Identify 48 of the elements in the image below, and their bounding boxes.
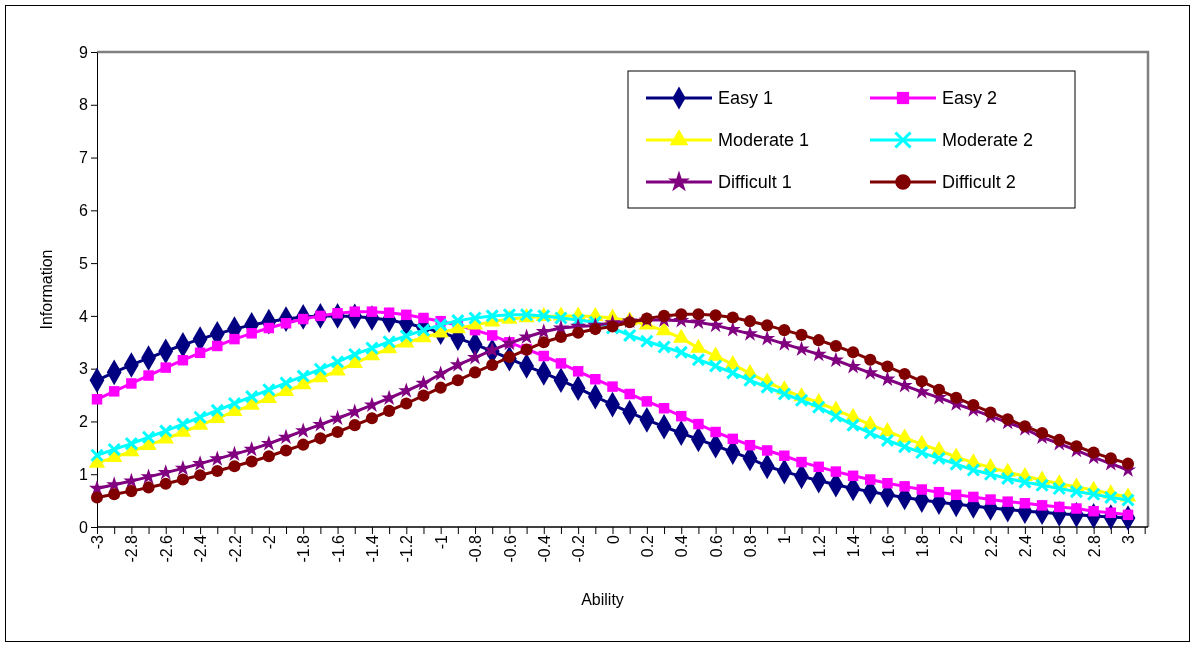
x-tick-label: -0.2 bbox=[570, 534, 588, 563]
y-tick-label: 4 bbox=[79, 307, 89, 325]
x-tick-label: -2.4 bbox=[192, 534, 210, 563]
x-tick-label: 2 bbox=[948, 534, 966, 544]
x-tick-label: 0.2 bbox=[638, 534, 656, 558]
x-tick-label: 1 bbox=[776, 534, 794, 544]
x-tick-label: 0.6 bbox=[707, 534, 725, 558]
legend-label: Moderate 2 bbox=[942, 130, 1034, 151]
legend-label: Easy 1 bbox=[718, 88, 774, 109]
x-axis-title: Ability bbox=[581, 591, 624, 608]
legend-label: Moderate 1 bbox=[718, 130, 810, 151]
x-tick-label: -0.4 bbox=[535, 534, 553, 563]
y-axis-title: Information bbox=[38, 249, 55, 330]
x-tick-label: -2.8 bbox=[123, 534, 141, 563]
x-tick-label: -1.6 bbox=[329, 534, 347, 563]
x-tick-label: -1 bbox=[432, 534, 450, 550]
x-tick-label: -1.8 bbox=[295, 534, 313, 563]
x-tick-label: -3 bbox=[89, 534, 107, 550]
x-tick-label: 0 bbox=[604, 534, 622, 544]
x-tick-label: -0.8 bbox=[467, 534, 485, 563]
y-tick-label: 9 bbox=[79, 43, 89, 61]
y-tick-label: 7 bbox=[79, 149, 89, 167]
legend-label: Easy 2 bbox=[942, 88, 998, 109]
y-tick-label: 2 bbox=[79, 413, 89, 431]
y-tick-label: 6 bbox=[79, 201, 89, 219]
legend-label: Difficult 1 bbox=[718, 172, 792, 193]
x-tick-label: 2.6 bbox=[1051, 534, 1069, 558]
x-tick-label: 1.4 bbox=[845, 534, 863, 558]
x-tick-label: -0.6 bbox=[501, 534, 519, 563]
x-tick-label: 2.2 bbox=[982, 534, 1000, 558]
x-tick-label: 1.2 bbox=[810, 534, 828, 558]
x-tick-label: 0.4 bbox=[673, 534, 691, 558]
x-tick-label: 3 bbox=[1120, 534, 1138, 544]
x-tick-label: -1.4 bbox=[364, 534, 382, 563]
x-tick-label: 2.8 bbox=[1085, 534, 1103, 558]
x-tick-label: -2.2 bbox=[226, 534, 244, 563]
y-tick-label: 5 bbox=[79, 254, 89, 272]
legend-label: Difficult 2 bbox=[942, 172, 1016, 193]
y-tick-label: 3 bbox=[79, 360, 89, 378]
x-tick-label: -2 bbox=[260, 534, 278, 550]
x-tick-label: 2.4 bbox=[1017, 534, 1034, 558]
x-tick-label: -2.6 bbox=[157, 534, 175, 563]
x-tick-label: 1.8 bbox=[913, 534, 931, 558]
x-tick-label: 0.8 bbox=[742, 534, 760, 558]
x-tick-label: 1.6 bbox=[879, 534, 897, 558]
y-tick-label: 8 bbox=[79, 96, 89, 114]
y-tick-label: 1 bbox=[79, 465, 89, 483]
x-tick-label: -1.2 bbox=[398, 534, 416, 563]
